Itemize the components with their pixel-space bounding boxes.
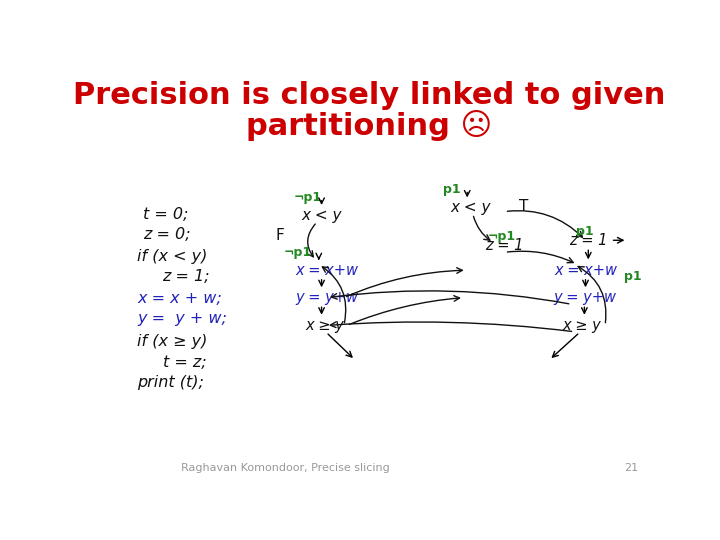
Text: if (x < y): if (x < y) (138, 248, 208, 264)
Text: Precision is closely linked to given: Precision is closely linked to given (73, 82, 665, 111)
Text: p1: p1 (624, 271, 642, 284)
Text: y =  y + w;: y = y + w; (138, 311, 228, 326)
Text: t = z;: t = z; (163, 355, 206, 369)
Text: t = 0;: t = 0; (143, 207, 189, 222)
Text: x = x+w: x = x+w (554, 262, 617, 278)
Text: Raghavan Komondoor, Precise slicing: Raghavan Komondoor, Precise slicing (181, 463, 390, 473)
Text: T: T (519, 199, 528, 214)
Text: x ≥ y: x ≥ y (562, 318, 601, 333)
Text: 21: 21 (624, 463, 639, 473)
Text: ¬p1: ¬p1 (294, 191, 322, 204)
Text: if (x ≥ y): if (x ≥ y) (138, 334, 208, 349)
Text: x ≥ y: x ≥ y (305, 318, 343, 333)
Text: z = 1;: z = 1; (163, 269, 210, 285)
Text: z = 1: z = 1 (569, 233, 608, 248)
Text: y = y+w: y = y+w (553, 290, 616, 305)
Text: z = 1: z = 1 (485, 238, 523, 253)
Text: ¬p1: ¬p1 (284, 246, 312, 259)
Text: x = x + w;: x = x + w; (138, 291, 222, 306)
Text: p1: p1 (443, 183, 460, 196)
Text: z = 0;: z = 0; (143, 227, 191, 242)
Text: y = y+w: y = y+w (296, 290, 359, 305)
Text: x < y: x < y (301, 208, 342, 223)
Text: x = x+w: x = x+w (296, 262, 359, 278)
Text: ¬p1: ¬p1 (487, 230, 516, 242)
Text: F: F (275, 228, 284, 243)
Text: x < y: x < y (451, 200, 491, 215)
Text: print (t);: print (t); (138, 375, 204, 390)
Text: p1: p1 (575, 225, 593, 238)
Text: partitioning ☹: partitioning ☹ (246, 110, 492, 140)
